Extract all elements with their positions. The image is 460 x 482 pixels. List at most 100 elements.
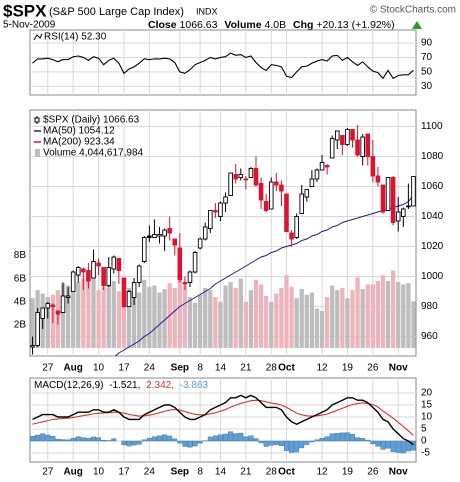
candle-body	[162, 229, 167, 237]
legend-entry: MA(200) 923.34	[43, 137, 115, 148]
volume-bar	[71, 283, 76, 348]
histogram-bar	[177, 440, 183, 444]
candle-body	[411, 176, 416, 207]
histogram-bar	[395, 440, 401, 453]
candle-body	[279, 184, 284, 192]
histogram-bar	[299, 440, 305, 449]
volume-bar	[172, 287, 177, 348]
volume-bar	[269, 301, 274, 348]
volume-bar	[131, 290, 137, 348]
histogram-bar	[390, 440, 396, 453]
x-tick-label: Nov	[389, 363, 408, 374]
candle-body	[263, 201, 269, 211]
volume-bar	[213, 297, 218, 348]
volume-bar	[157, 292, 162, 348]
histogram-bar	[80, 437, 86, 442]
x-tick-label: 28	[266, 363, 278, 374]
y-tick-label: 1080	[421, 151, 444, 162]
macd-legend: MACD(12,26,9) -1.521, 2.342, -3.863	[34, 380, 209, 391]
candle-body	[355, 139, 360, 156]
histogram-bar	[55, 438, 61, 442]
histogram-bar	[319, 437, 325, 442]
x-tick-label: 10	[93, 467, 105, 478]
volume-tick-label: 2B	[14, 319, 27, 330]
histogram-bar	[172, 438, 178, 442]
histogram-bar	[96, 437, 102, 442]
x-tick-label: 27	[42, 467, 54, 478]
stat-label: Close	[148, 19, 177, 31]
x-tick-label: 21	[240, 363, 252, 374]
candle-body	[111, 256, 117, 270]
volume-bar	[65, 285, 71, 348]
date: 5-Nov-2009	[3, 20, 56, 31]
histogram-bar	[146, 437, 152, 442]
candle-body	[70, 271, 76, 292]
volume-bar	[335, 290, 340, 348]
histogram-bar	[136, 440, 142, 445]
volume-bar	[284, 275, 289, 348]
histogram-bar	[304, 440, 310, 445]
volume-bar	[147, 286, 152, 348]
x-tick-label: 12	[316, 467, 328, 478]
volume-bar	[360, 289, 365, 348]
title: $SPX	[3, 1, 47, 20]
candle-body	[96, 262, 101, 267]
y-tick-label: 30	[421, 81, 433, 92]
x-tick-label: 19	[342, 467, 354, 478]
volume-bar	[258, 284, 264, 348]
histogram-bar	[30, 436, 36, 442]
histogram-bar	[167, 435, 173, 442]
histogram-bar	[324, 436, 330, 442]
volume-tick-label: 6B	[14, 273, 27, 284]
histogram-bar	[233, 433, 239, 442]
volume-bar	[345, 298, 350, 348]
histogram-bar	[289, 440, 295, 453]
candle-body	[35, 312, 40, 346]
y-tick-label: 90	[421, 38, 433, 49]
y-tick-label: 1060	[421, 181, 444, 192]
volume-bar	[121, 291, 127, 348]
volume-bar	[142, 279, 147, 348]
histogram-bar	[334, 433, 340, 442]
volume-bar	[182, 285, 188, 348]
histogram-bar	[182, 440, 188, 447]
histogram-bar	[273, 440, 279, 445]
volume-bar	[330, 285, 335, 348]
volume-bar	[370, 284, 375, 348]
y-tick-label: 50	[421, 67, 433, 78]
line	[114, 195, 414, 356]
candle-body	[243, 178, 249, 181]
y-tick-label: 960	[421, 331, 438, 342]
candle-body	[197, 238, 203, 249]
candle-body	[55, 310, 61, 315]
histogram-bar	[157, 435, 162, 442]
histogram-bar	[50, 436, 56, 442]
volume-bar	[76, 282, 81, 348]
rsi-icon	[33, 33, 43, 41]
x-tick-label: Sep	[171, 467, 189, 478]
x-tick-label: 8	[197, 467, 203, 478]
volume-bar	[350, 290, 355, 348]
volume-bar	[45, 297, 50, 348]
histogram-bar	[350, 434, 355, 442]
volume-bar	[60, 283, 66, 348]
x-tick-label: 26	[367, 363, 379, 374]
candle-body	[370, 156, 376, 177]
x-tick-label: 26	[367, 467, 379, 478]
histogram-bar	[70, 437, 76, 442]
legend-entry: Volume 4,044,617,984	[43, 148, 144, 159]
volume-bar	[30, 298, 35, 348]
candle-body	[284, 193, 289, 232]
histogram-bar	[309, 440, 315, 443]
volume-bar	[253, 279, 259, 348]
histogram-bar	[294, 440, 300, 453]
candle-body	[116, 258, 122, 271]
volume-bar	[86, 279, 91, 348]
y-tick-label: -5	[421, 448, 430, 459]
volume-bar	[238, 278, 243, 348]
volume-bar	[192, 302, 198, 348]
histogram-bar	[141, 439, 147, 442]
candle-body	[345, 129, 350, 145]
legend-entry: $SPX (Daily) 1066.63	[43, 115, 140, 126]
